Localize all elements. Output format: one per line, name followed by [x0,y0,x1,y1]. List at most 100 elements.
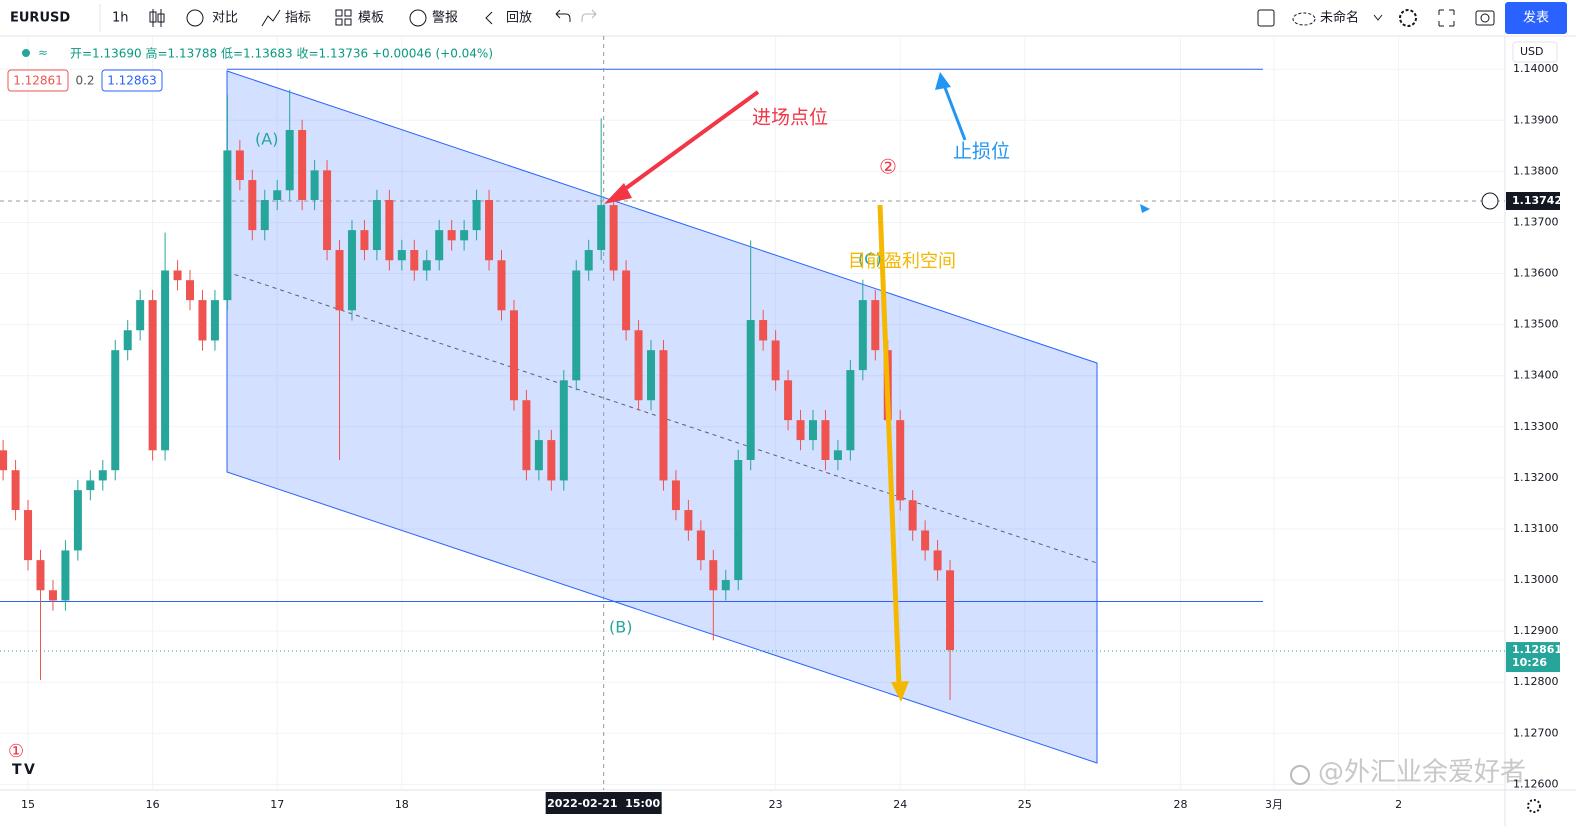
candle-body [161,270,170,451]
annotation: (C) [858,250,882,269]
watermark-icon [1290,765,1310,785]
annotation: 进场点位 [752,107,828,129]
candle-body [759,320,768,341]
candle-body [921,530,930,551]
x-tick-label: 2 [1395,798,1402,811]
candle-body [796,420,805,441]
candle-body [285,129,294,191]
y-tick-label: 1.13400 [1513,369,1559,382]
redo-button[interactable] [581,9,597,22]
candle-body [36,560,45,591]
buy-box[interactable] [101,69,163,92]
candle-body [111,350,120,471]
templates-button[interactable]: 模板 [358,11,384,26]
candle-body [323,170,332,251]
fullscreen-button[interactable] [1438,9,1455,27]
candle-body [696,530,705,561]
templates-icon [335,9,352,26]
candle-body [235,150,244,181]
candle-body [86,480,95,491]
layout-name[interactable]: 未命名 [1320,10,1359,26]
status-icon: ≈ [38,46,48,60]
add-alert-button[interactable] [1481,192,1499,210]
candle-body [123,330,132,351]
candle-body [734,459,743,581]
alert-button[interactable]: 警报 [432,10,458,26]
currency[interactable]: USD [1520,45,1544,58]
axis-settings[interactable] [1527,799,1541,813]
candle-body [572,270,581,381]
dropdown-arrow[interactable] [1373,14,1383,21]
candle-body [472,199,481,231]
entry-arrow [604,90,760,204]
alert-icon [409,9,427,27]
y-tick-label: 1.13600 [1513,267,1559,280]
candle-body [833,450,842,460]
candle-body [223,150,232,301]
currency-button[interactable] [1512,41,1558,63]
publish-button[interactable] [1505,2,1567,34]
replay-icon [485,11,493,25]
crosshair-time-label: 2022-02-21 15:00 [547,797,660,810]
settings-button[interactable] [1399,9,1417,27]
annotation: 止损位 [953,141,1010,163]
crosshair-price-label: 1.13742 [1512,194,1562,207]
annotation: ① [8,741,24,762]
candle-body [410,250,419,271]
candle-body [908,500,917,531]
candle-body [522,400,531,471]
y-tick-label: 1.13100 [1513,522,1559,535]
x-tick-label: 3月 [1265,798,1283,811]
ask-price[interactable]: 1.12863 [107,74,157,88]
watermark: @外汇业余爱好者 [1318,758,1526,788]
candle-body [48,590,57,601]
candle-body [846,370,855,451]
candle-body [435,230,444,261]
candle-body [397,250,406,261]
countdown-label: 10:26 [1512,656,1547,669]
candle-body [721,580,730,591]
snapshot-button[interactable] [1475,10,1495,26]
status-dot [22,49,30,57]
layout-button[interactable] [1257,9,1275,27]
replay-button[interactable]: 回放 [506,11,532,26]
candle-body [485,199,494,261]
compare-icon [186,9,204,27]
candle-body [622,270,631,331]
publish-label[interactable]: 发表 [1523,10,1549,26]
undo-button[interactable] [555,9,571,22]
y-tick-label: 1.12900 [1513,624,1559,637]
last-price-box [1506,642,1560,673]
flag-marker [1140,204,1150,213]
candle-body [709,560,718,591]
x-tick-label: 28 [1174,798,1188,811]
chart-type-button[interactable] [149,9,165,27]
svg-text:T: T [12,762,22,778]
bid-price[interactable]: 1.12861 [13,74,63,88]
sell-box[interactable] [7,69,69,92]
candle-body [298,129,307,200]
candle-body [360,230,369,251]
y-tick-label: 1.12600 [1513,777,1559,790]
symbol[interactable]: EURUSD [10,11,70,26]
candle-body [647,350,656,401]
y-tick-label: 1.13300 [1513,420,1559,433]
compare-button[interactable]: 对比 [212,11,238,26]
interval[interactable]: 1h [112,11,129,26]
last-price-label: 1.12861 [1512,643,1562,656]
y-tick-label: 1.14000 [1513,62,1559,75]
x-tick-label: 24 [893,798,907,811]
x-tick-label: 17 [270,798,284,811]
candle-body [946,570,955,651]
y-tick-label: 1.13500 [1513,318,1559,331]
candle-body [858,300,867,371]
candle-body [671,480,680,511]
candle-body [273,190,282,200]
indicators-button[interactable]: 指标 [285,11,311,26]
y-tick-label: 1.12800 [1513,675,1559,688]
y-tick-label: 1.13900 [1513,113,1559,126]
x-tick-label: 15 [21,798,35,811]
y-tick-label: 1.12700 [1513,726,1559,739]
